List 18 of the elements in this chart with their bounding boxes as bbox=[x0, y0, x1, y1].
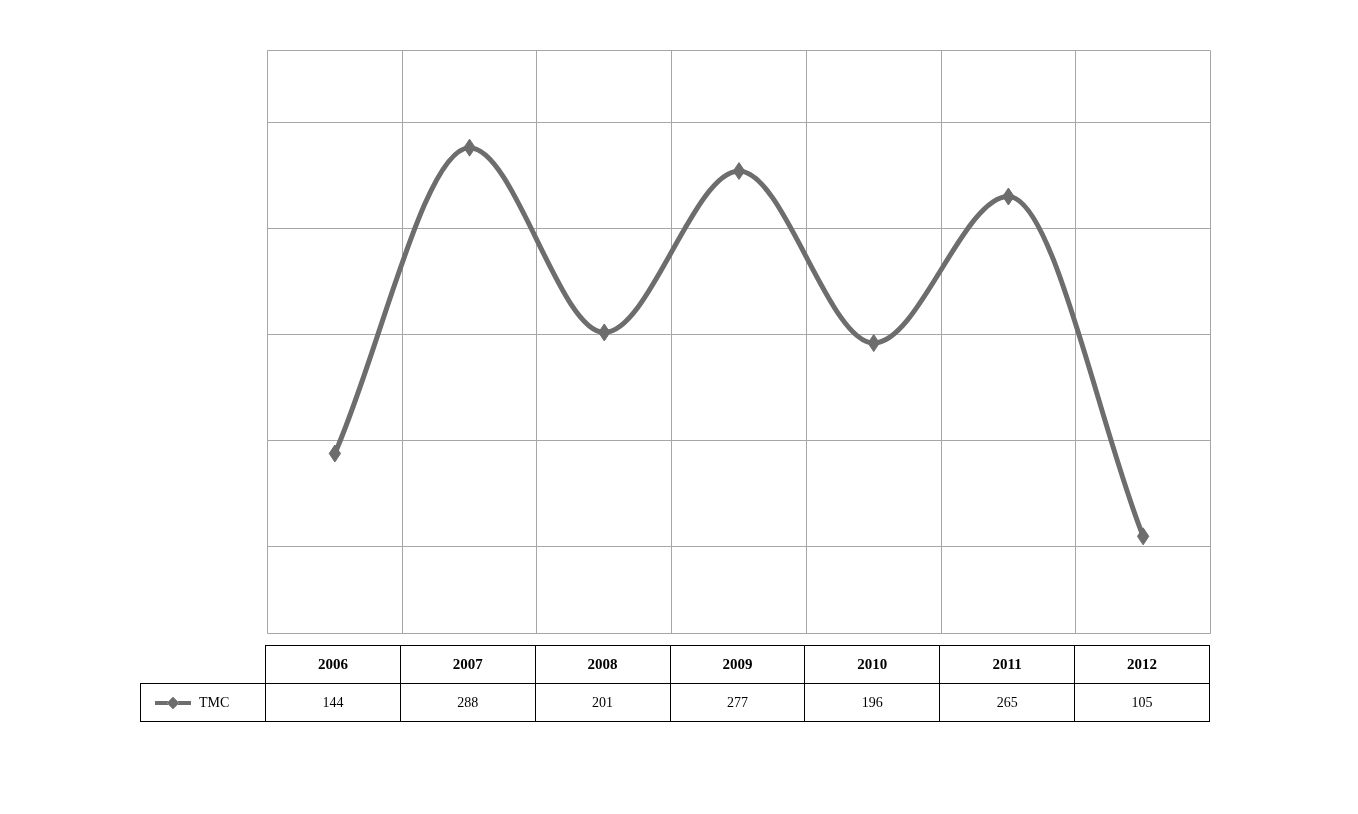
data-label: 265 bbox=[939, 683, 1075, 722]
point bbox=[328, 444, 342, 463]
point bbox=[732, 162, 746, 181]
data-label: 196 bbox=[804, 683, 940, 722]
x-tick-label: 2008 bbox=[535, 645, 671, 684]
data-label: 201 bbox=[535, 683, 671, 722]
legend-label: TMC bbox=[140, 683, 266, 722]
x-tick-label: 2007 bbox=[400, 645, 536, 684]
x-tick-label: 2011 bbox=[939, 645, 1075, 684]
x-tick-label: 2006 bbox=[265, 645, 401, 684]
x-tick-label: 2010 bbox=[804, 645, 940, 684]
data-label: 288 bbox=[400, 683, 536, 722]
data-label: 277 bbox=[670, 683, 805, 722]
data-label: 105 bbox=[1074, 683, 1210, 722]
data-label: 144 bbox=[265, 683, 401, 722]
x-tick-label: 2009 bbox=[670, 645, 805, 684]
point bbox=[1136, 527, 1150, 546]
x-tick-label: 2012 bbox=[1074, 645, 1210, 684]
